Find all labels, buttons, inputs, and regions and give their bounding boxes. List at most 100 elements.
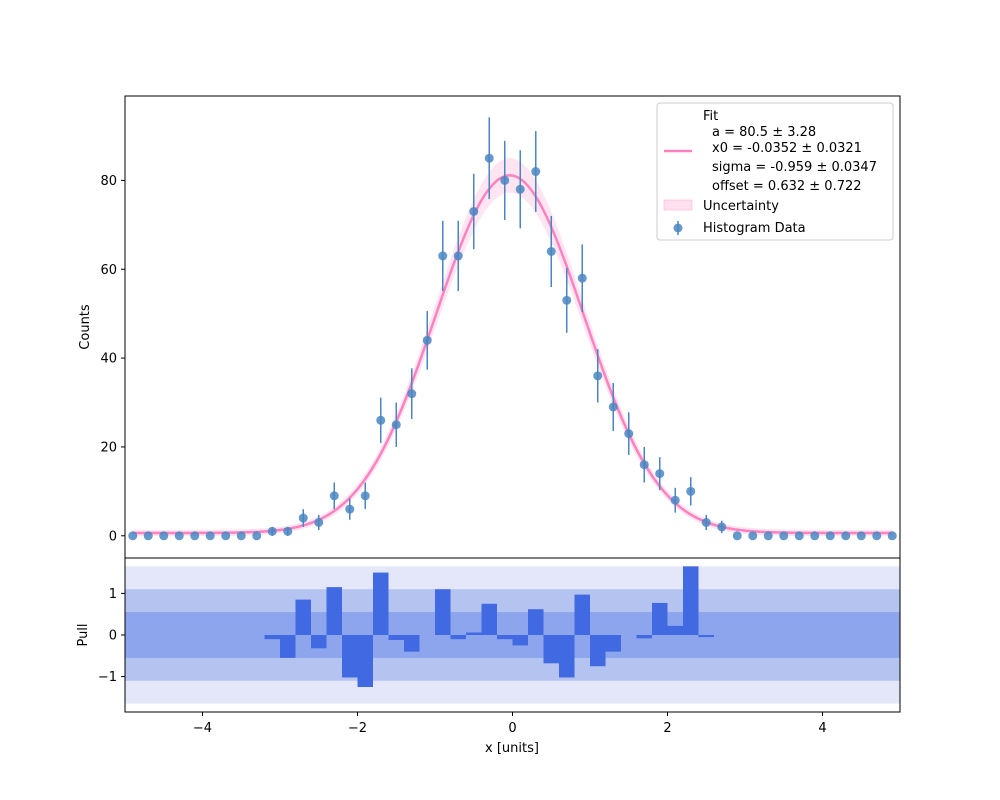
data-points-layer xyxy=(128,117,897,541)
data-point xyxy=(314,517,324,527)
data-point xyxy=(221,531,231,541)
data-point xyxy=(329,491,339,501)
data-point xyxy=(205,531,215,541)
pull-bar xyxy=(574,594,590,635)
legend-box xyxy=(656,102,894,241)
data-point xyxy=(128,531,138,541)
data-point xyxy=(174,531,184,541)
pull-y-tick-label: 0 xyxy=(109,629,117,644)
main-panel: 0 20 40 60 80 Counts Fit a = 80.5 ± 3.28 x0 … xyxy=(78,95,901,559)
data-point xyxy=(624,429,634,439)
data-point xyxy=(810,531,820,541)
pull-bar xyxy=(605,635,621,652)
data-point xyxy=(825,531,835,541)
data-point xyxy=(639,460,649,470)
pull-bar xyxy=(512,635,528,646)
pull-bar xyxy=(636,635,652,639)
fit-curve xyxy=(132,174,893,535)
pull-panel: −1 0 1 −4 −2 0 2 4 Pull x [units] xyxy=(76,557,901,756)
pull-bar xyxy=(450,635,466,640)
data-point xyxy=(252,531,262,541)
pull-bar xyxy=(280,635,296,658)
legend-uncertainty-swatch xyxy=(663,199,693,211)
data-point xyxy=(438,251,448,261)
pull-bar xyxy=(528,609,544,635)
pull-bar xyxy=(435,589,451,635)
legend-data-marker-swatch xyxy=(673,223,683,233)
legend-fit-param-x0: x0 = -0.0352 ± 0.0321 xyxy=(712,141,862,156)
data-point xyxy=(190,531,200,541)
data-point xyxy=(763,531,773,541)
data-point xyxy=(298,513,308,523)
main-y-tick-label: 40 xyxy=(100,352,117,367)
pull-bar xyxy=(497,635,513,640)
data-point xyxy=(655,469,665,479)
pull-bars-layer xyxy=(264,566,714,688)
data-point xyxy=(143,531,153,541)
pull-y-ticks: −1 0 1 xyxy=(98,587,125,685)
data-point xyxy=(546,246,556,256)
data-point xyxy=(469,207,479,216)
pull-bar xyxy=(357,635,373,688)
pull-bar xyxy=(590,635,606,667)
x-tick-label: −2 xyxy=(348,721,367,736)
x-tick-label: 0 xyxy=(508,721,516,736)
pull-bar xyxy=(264,635,280,640)
pull-bar xyxy=(388,635,404,640)
main-y-tick-label: 0 xyxy=(109,529,117,544)
legend-fit-title: Fit xyxy=(703,109,718,124)
pull-bar xyxy=(326,587,342,635)
data-point xyxy=(159,531,169,541)
x-tick-label: 2 xyxy=(663,721,671,736)
data-point xyxy=(608,402,618,412)
data-point xyxy=(577,273,587,283)
pull-bar xyxy=(466,632,482,635)
main-y-tick-label: 20 xyxy=(100,440,117,455)
data-point xyxy=(562,295,572,305)
data-point xyxy=(732,531,742,541)
data-point xyxy=(701,517,711,527)
legend-fit-param-sigma: sigma = -0.959 ± 0.0347 xyxy=(712,160,877,175)
fit-curve-layer xyxy=(132,174,893,535)
data-point xyxy=(360,491,370,501)
data-point xyxy=(345,504,355,514)
pull-bar xyxy=(404,635,420,652)
pull-x-ticks: −4 −2 0 2 4 xyxy=(193,712,827,736)
data-point xyxy=(453,251,463,261)
legend: Fit a = 80.5 ± 3.28 x0 = -0.0352 ± 0.032… xyxy=(656,102,894,241)
data-point xyxy=(717,522,727,532)
pull-bar xyxy=(481,603,497,635)
pull-bar xyxy=(311,635,327,649)
data-point xyxy=(872,531,882,541)
pull-y-axis-label: Pull xyxy=(76,623,91,646)
main-y-tick-label: 60 xyxy=(100,263,117,278)
data-point xyxy=(236,531,246,541)
data-point xyxy=(593,371,603,381)
data-point xyxy=(391,420,401,430)
pull-bar xyxy=(543,635,559,664)
data-point xyxy=(283,526,293,536)
data-point xyxy=(484,153,494,163)
legend-uncertainty-label: Uncertainty xyxy=(703,199,779,214)
pull-bar xyxy=(559,635,575,678)
main-y-tick-label: 80 xyxy=(100,174,117,189)
pull-bar xyxy=(295,599,311,635)
data-point xyxy=(670,495,680,505)
data-point xyxy=(841,531,851,541)
data-point xyxy=(686,486,696,496)
data-point xyxy=(748,531,758,541)
data-point xyxy=(515,184,525,194)
pull-bar xyxy=(698,635,714,638)
legend-data-label: Histogram Data xyxy=(703,221,806,236)
data-point xyxy=(422,335,432,345)
main-y-axis-label: Counts xyxy=(78,304,93,350)
data-point xyxy=(407,389,417,399)
pull-bar xyxy=(652,602,668,635)
data-point xyxy=(376,415,386,425)
pull-bar xyxy=(342,635,358,678)
pull-bar xyxy=(373,572,389,635)
legend-fit-param-offset: offset = 0.632 ± 0.722 xyxy=(712,179,862,194)
data-point xyxy=(779,531,789,541)
data-point xyxy=(531,167,541,177)
